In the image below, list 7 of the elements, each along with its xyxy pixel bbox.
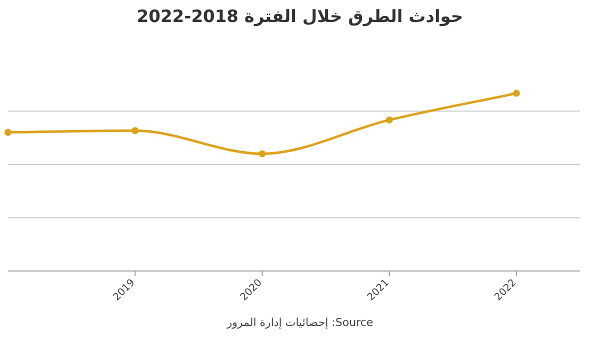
point: [512, 90, 520, 97]
point: [132, 127, 139, 134]
source-note: Source: إحصائيات إدارة المرور: [226, 316, 374, 329]
point: [4, 128, 12, 136]
point: [258, 150, 266, 158]
point: [386, 116, 393, 124]
chart-title: حوادث الطرق خلال الفترة 2018-2022: [136, 7, 464, 27]
